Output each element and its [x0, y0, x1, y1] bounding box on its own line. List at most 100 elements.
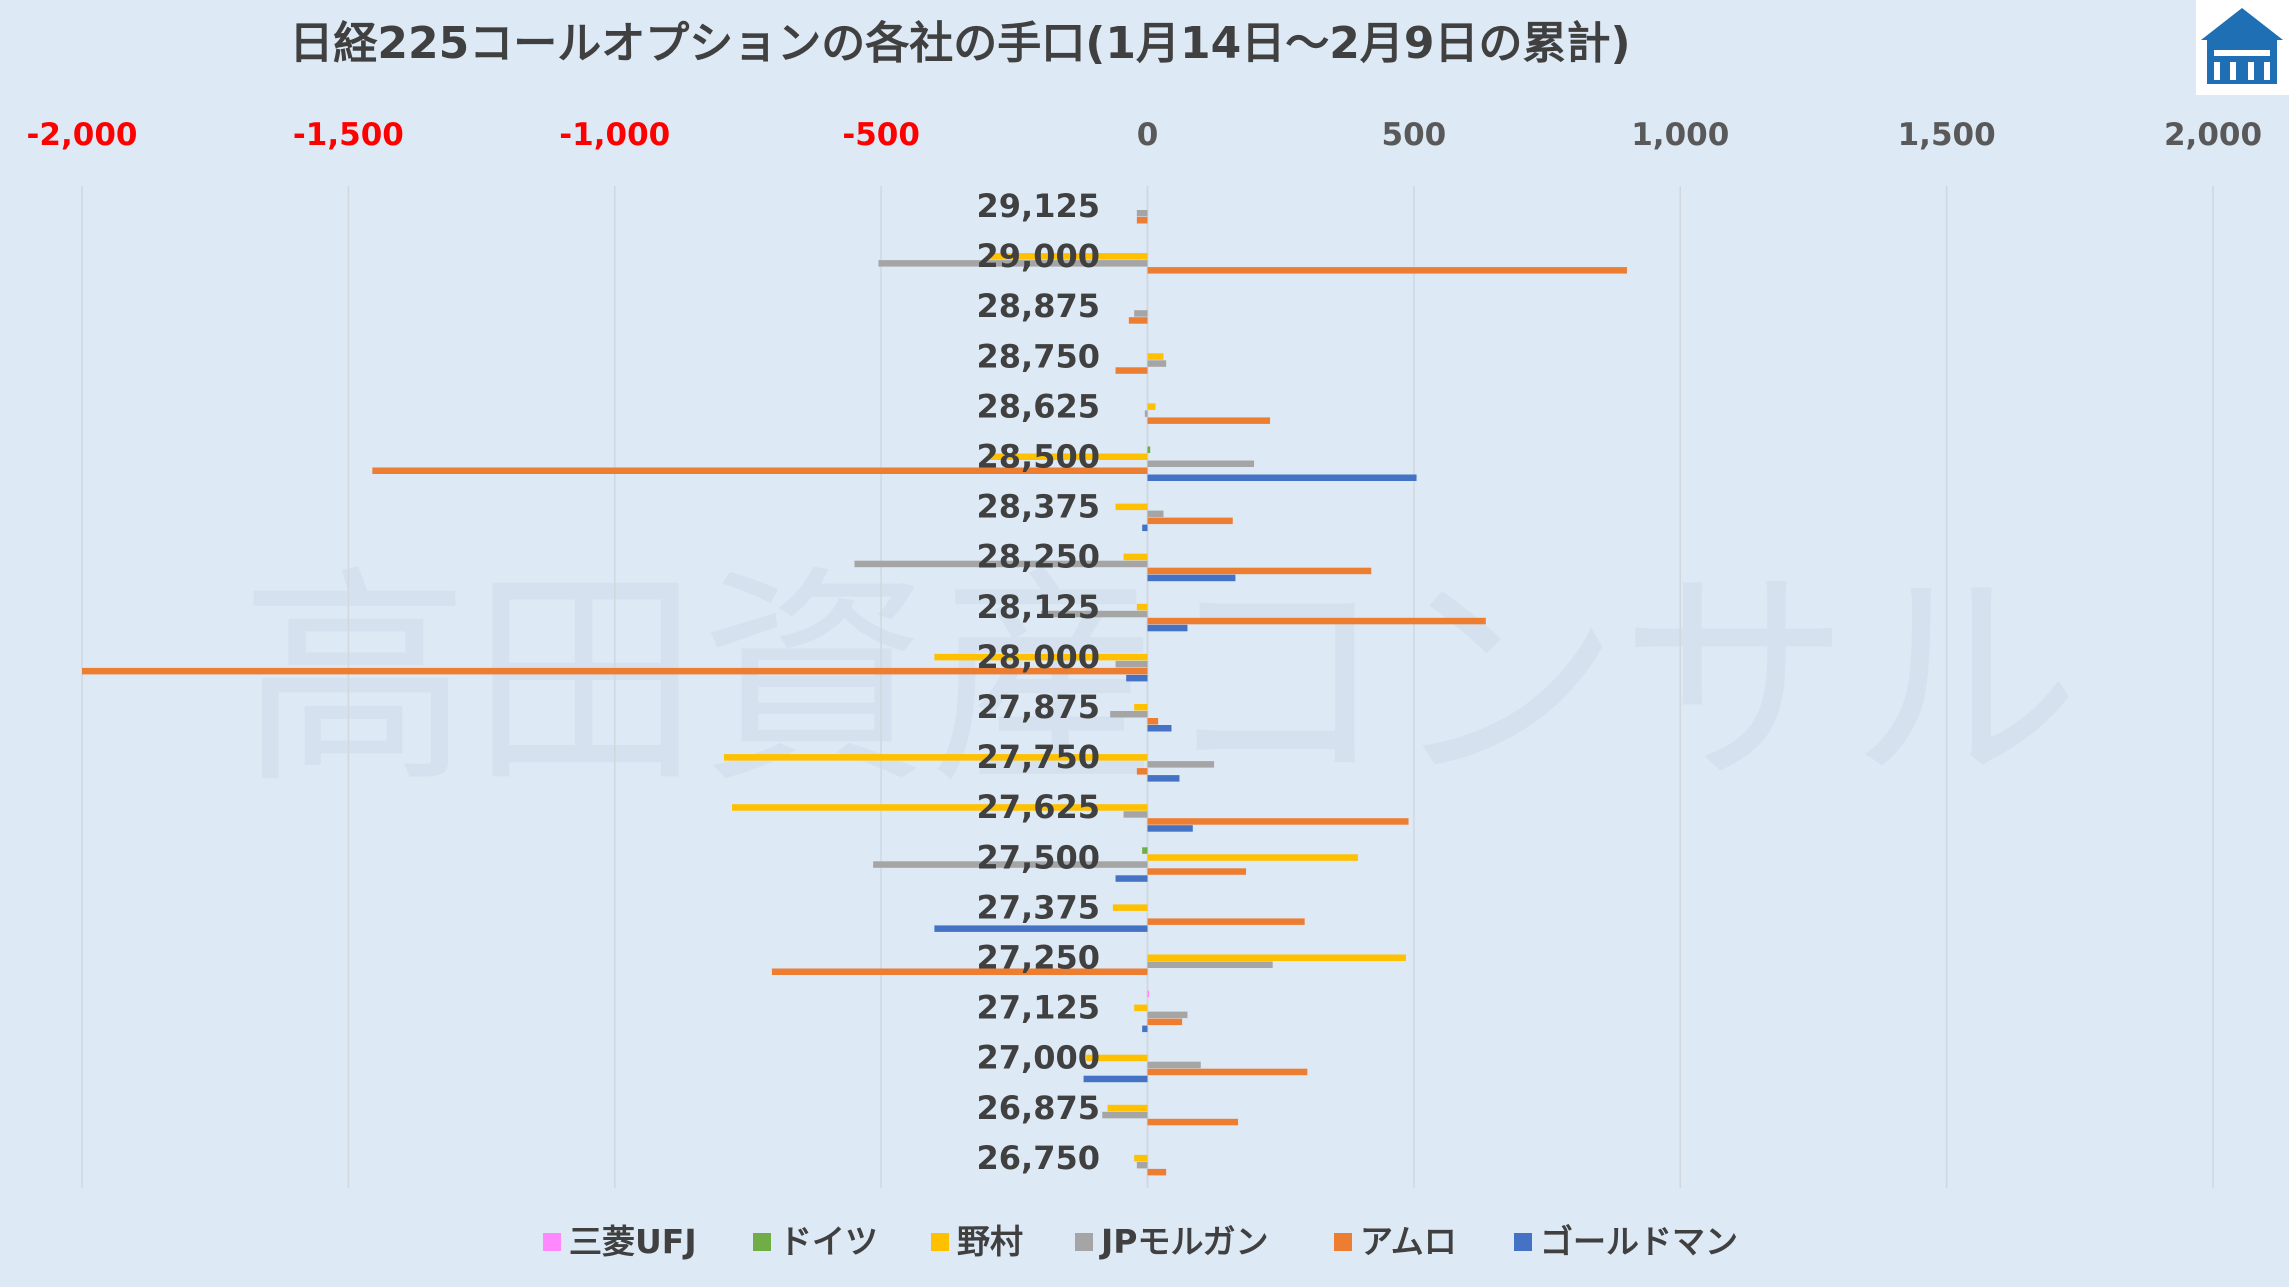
bar	[1134, 310, 1148, 317]
category-label: 28,250	[977, 538, 1100, 576]
bar	[1147, 517, 1233, 525]
bar	[1123, 553, 1148, 561]
bars	[82, 210, 1627, 1176]
bar	[1147, 718, 1159, 725]
bar	[1147, 775, 1180, 782]
bar	[1040, 610, 1148, 618]
bar	[1147, 725, 1172, 732]
x-tick-label: 0	[1137, 117, 1159, 153]
bar	[1123, 811, 1148, 818]
bar	[854, 560, 1148, 568]
bar	[1147, 1118, 1239, 1126]
bar	[1147, 403, 1156, 410]
legend-label: JPモルガン	[1099, 1222, 1268, 1261]
x-tick-label: 500	[1382, 117, 1447, 153]
chart-title: 日経225コールオプションの各社の手口(1月14日～2月9日の累計)	[289, 18, 1630, 69]
x-tick-label: -2,000	[27, 117, 138, 153]
category-label: 27,625	[977, 788, 1100, 826]
legend-swatch	[1075, 1233, 1093, 1251]
legend-swatch	[1514, 1233, 1532, 1251]
bar	[1147, 1068, 1308, 1076]
bar	[1142, 847, 1148, 854]
bar	[1147, 624, 1188, 632]
bar	[1147, 510, 1164, 518]
bar	[1128, 317, 1148, 324]
legend-label: ドイツ	[779, 1222, 878, 1261]
category-label: 27,125	[977, 989, 1100, 1027]
bar	[82, 667, 1148, 675]
bar	[372, 467, 1148, 474]
category-label: 29,125	[977, 187, 1100, 225]
bar	[1147, 854, 1358, 861]
bar	[1147, 918, 1305, 925]
bar	[1107, 1104, 1148, 1112]
bar	[934, 925, 1148, 932]
category-label: 27,000	[977, 1039, 1100, 1077]
category-label: 28,125	[977, 588, 1100, 626]
category-label: 27,750	[977, 738, 1100, 776]
x-axis-ticks: -2,000 -1,500 -1,000 -500 0 500 1,000 1,500 2,00…	[27, 117, 2262, 153]
bar	[771, 968, 1148, 975]
bar	[1147, 818, 1409, 825]
bar	[1102, 1111, 1148, 1119]
bar	[1147, 954, 1406, 961]
x-tick-label: 1,500	[1898, 117, 1996, 153]
bar	[987, 453, 1148, 460]
category-label: 28,750	[977, 337, 1100, 375]
bar	[1112, 904, 1148, 911]
bar	[1147, 1011, 1188, 1019]
category-label: 28,500	[977, 438, 1100, 476]
category-label: 29,000	[977, 237, 1100, 275]
legend-swatch	[1334, 1233, 1352, 1251]
bar	[1115, 875, 1148, 882]
bar	[1144, 410, 1148, 417]
bar	[1134, 1154, 1148, 1162]
bar	[1086, 1054, 1148, 1062]
bar	[1110, 711, 1148, 718]
category-label: 26,875	[977, 1089, 1100, 1127]
legend-swatch	[753, 1233, 771, 1251]
x-tick-label: 2,000	[2164, 117, 2262, 153]
legend-label: アムロ	[1360, 1222, 1457, 1261]
bar	[878, 260, 1148, 267]
bar	[1147, 825, 1193, 832]
category-label: 28,375	[977, 488, 1100, 526]
bar	[1147, 1018, 1183, 1026]
category-label: 27,875	[977, 688, 1100, 726]
legend: 三菱UFJ ドイツ 野村 JPモルガン アムロ ゴールドマン	[543, 1222, 1738, 1261]
bar	[1142, 524, 1148, 532]
bar	[987, 253, 1148, 260]
bar	[1147, 761, 1215, 768]
category-label: 28,625	[977, 387, 1100, 425]
bar	[1136, 217, 1148, 224]
bar	[1147, 574, 1236, 582]
bar	[1134, 704, 1148, 711]
bar	[1147, 474, 1417, 481]
bar	[1134, 1004, 1148, 1012]
category-label: 28,000	[977, 638, 1100, 676]
category-label: 27,250	[977, 939, 1100, 977]
bar	[1136, 210, 1148, 217]
bar	[1147, 446, 1151, 453]
x-tick-label: -1,500	[293, 117, 404, 153]
legend-swatch	[543, 1233, 561, 1251]
bar	[1147, 353, 1164, 360]
logo-icon	[2196, 0, 2289, 95]
category-label: 28,875	[977, 287, 1100, 325]
bar	[1147, 961, 1273, 968]
bar	[1115, 503, 1148, 511]
bar	[1136, 1161, 1148, 1169]
legend-label: 野村	[957, 1222, 1023, 1261]
bar	[731, 804, 1148, 811]
legend-swatch	[931, 1233, 949, 1251]
legend-label: ゴールドマン	[1540, 1222, 1738, 1261]
bar	[1147, 617, 1486, 625]
watermark: 高田資産コンサル	[240, 548, 2080, 815]
x-tick-label: -500	[842, 117, 920, 153]
bar	[934, 653, 1148, 661]
x-tick-label: -1,000	[559, 117, 670, 153]
bar	[1147, 868, 1247, 875]
bar	[1115, 660, 1148, 668]
bar	[1147, 1168, 1167, 1176]
